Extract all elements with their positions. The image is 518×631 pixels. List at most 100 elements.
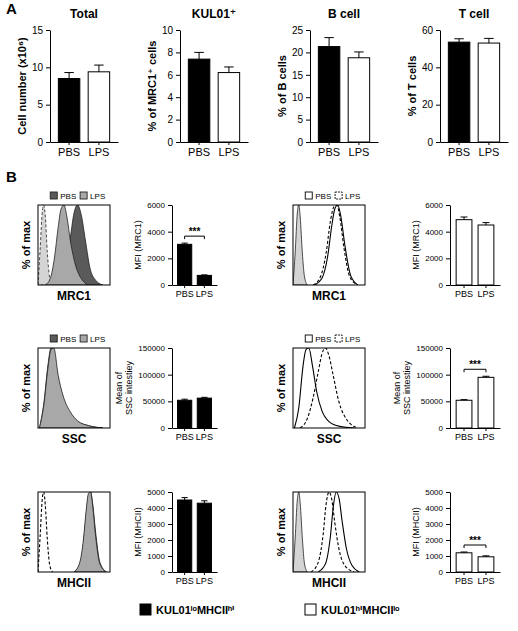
bar bbox=[456, 553, 472, 572]
tick-label: 2 bbox=[167, 114, 173, 125]
tick-mark bbox=[446, 205, 450, 206]
tick-label: PBS bbox=[455, 432, 473, 442]
bar bbox=[188, 59, 209, 142]
tick-mark bbox=[459, 142, 460, 145]
tick: 5 bbox=[297, 114, 310, 125]
tick-label: 0 bbox=[439, 568, 444, 577]
tick-label: 4000 bbox=[147, 504, 165, 513]
chart-title: B cell bbox=[328, 7, 360, 21]
error-bar-cap bbox=[194, 52, 203, 53]
tick: 20 bbox=[292, 47, 310, 58]
axis-line bbox=[450, 349, 451, 429]
axis-line bbox=[172, 349, 173, 429]
tick: 5000 bbox=[147, 488, 172, 497]
tick: 50000 bbox=[421, 397, 450, 406]
tick-label: 100000 bbox=[138, 371, 165, 380]
error-bar-cap bbox=[482, 376, 489, 377]
plot-area bbox=[448, 38, 499, 142]
chart-title: Total bbox=[70, 7, 98, 21]
legend-swatch bbox=[305, 192, 312, 199]
tick: 6000 bbox=[425, 201, 450, 210]
tick-mark bbox=[168, 232, 172, 233]
tick: 4000 bbox=[425, 504, 450, 513]
tick: 4000 bbox=[147, 228, 172, 237]
plot-area bbox=[294, 348, 357, 428]
tick: 0 bbox=[161, 424, 172, 433]
line bbox=[311, 492, 354, 572]
tick: 4000 bbox=[147, 504, 172, 513]
y-axis: 0510152025 bbox=[292, 25, 311, 148]
legend-swatch bbox=[80, 192, 87, 199]
tick-mark bbox=[46, 30, 50, 31]
tick-mark bbox=[228, 142, 229, 145]
tick: 10 bbox=[292, 92, 310, 103]
bar bbox=[178, 500, 192, 572]
x-axis: PBSLPS bbox=[451, 285, 501, 299]
error-bar-cap bbox=[64, 72, 73, 73]
axis-line bbox=[172, 493, 173, 573]
histogram-chart: SSC% of maxPBSLPS bbox=[275, 335, 365, 446]
tick-mark bbox=[168, 508, 172, 509]
tick-mark bbox=[464, 572, 465, 575]
tick-mark bbox=[488, 142, 489, 145]
y-axis-title-line: MFI (MHCII) bbox=[411, 507, 421, 557]
bar bbox=[318, 47, 339, 142]
error-bar bbox=[484, 38, 493, 43]
tick-label: PBS bbox=[176, 432, 194, 442]
y-axis-title-line: % of B cells bbox=[276, 55, 288, 117]
tick-label: 20 bbox=[292, 47, 304, 58]
tick: 1000 bbox=[147, 552, 172, 561]
error-bar-cap bbox=[182, 399, 188, 400]
tick-mark bbox=[485, 572, 486, 575]
tick-label: 2000 bbox=[147, 536, 165, 545]
plot-area bbox=[178, 243, 212, 285]
tick-mark bbox=[446, 540, 450, 541]
tick-mark bbox=[176, 97, 180, 98]
error-bar bbox=[201, 274, 207, 276]
tick-mark bbox=[168, 375, 172, 376]
bar-chart: 0200040006000PBSLPSMFI (MRC1) bbox=[411, 201, 500, 299]
tick-mark bbox=[46, 105, 50, 106]
error-bar-stem bbox=[358, 52, 359, 58]
tick: 15 bbox=[32, 25, 50, 36]
tick-mark bbox=[168, 285, 172, 286]
tick-label: 5 bbox=[297, 114, 303, 125]
axis-line bbox=[173, 572, 218, 573]
y-axis-title-line: Mean of bbox=[392, 371, 402, 404]
axis-line bbox=[451, 572, 501, 573]
plot-area bbox=[58, 65, 109, 142]
tick-mark bbox=[464, 428, 465, 431]
y-axis-title-line: MFI (MRC1) bbox=[133, 220, 143, 270]
chart-title: T cell bbox=[459, 7, 490, 21]
x-axis: PBSLPS bbox=[173, 572, 218, 586]
bar-chart: 051015PBSLPSCell number (x10⁶)Total bbox=[16, 7, 118, 158]
tick-label: LPS bbox=[349, 146, 370, 158]
error-bar-cap bbox=[461, 399, 468, 400]
bar-chart: 010002000300040005000PBSLPSMFI (MHCII) bbox=[133, 488, 217, 586]
tick-mark bbox=[446, 348, 450, 349]
tick: LPS bbox=[477, 285, 494, 299]
tick-mark bbox=[446, 401, 450, 402]
error-bar bbox=[182, 498, 188, 500]
error-bar bbox=[454, 39, 463, 42]
tick-label: LPS bbox=[477, 289, 494, 299]
tick: PBS bbox=[176, 285, 194, 299]
axis-line bbox=[172, 206, 173, 286]
plot-frame bbox=[38, 492, 110, 572]
error-bar bbox=[194, 52, 203, 59]
y-axis-title: % of max bbox=[20, 363, 32, 412]
tick: 10 bbox=[162, 25, 180, 36]
tick-mark bbox=[446, 232, 450, 233]
axis-line bbox=[311, 142, 379, 143]
tick: 0 bbox=[167, 137, 180, 148]
legend-swatch bbox=[80, 335, 87, 342]
error-bar bbox=[482, 555, 489, 557]
tick-label: 0 bbox=[161, 424, 166, 433]
plot-area bbox=[456, 552, 494, 572]
x-axis: PBSLPS bbox=[441, 142, 509, 158]
tick: 1000 bbox=[425, 552, 450, 561]
tick-label: 100000 bbox=[416, 371, 443, 380]
x-axis-title: SSC bbox=[317, 432, 342, 446]
area bbox=[39, 348, 102, 428]
significance-label: *** bbox=[189, 226, 201, 237]
